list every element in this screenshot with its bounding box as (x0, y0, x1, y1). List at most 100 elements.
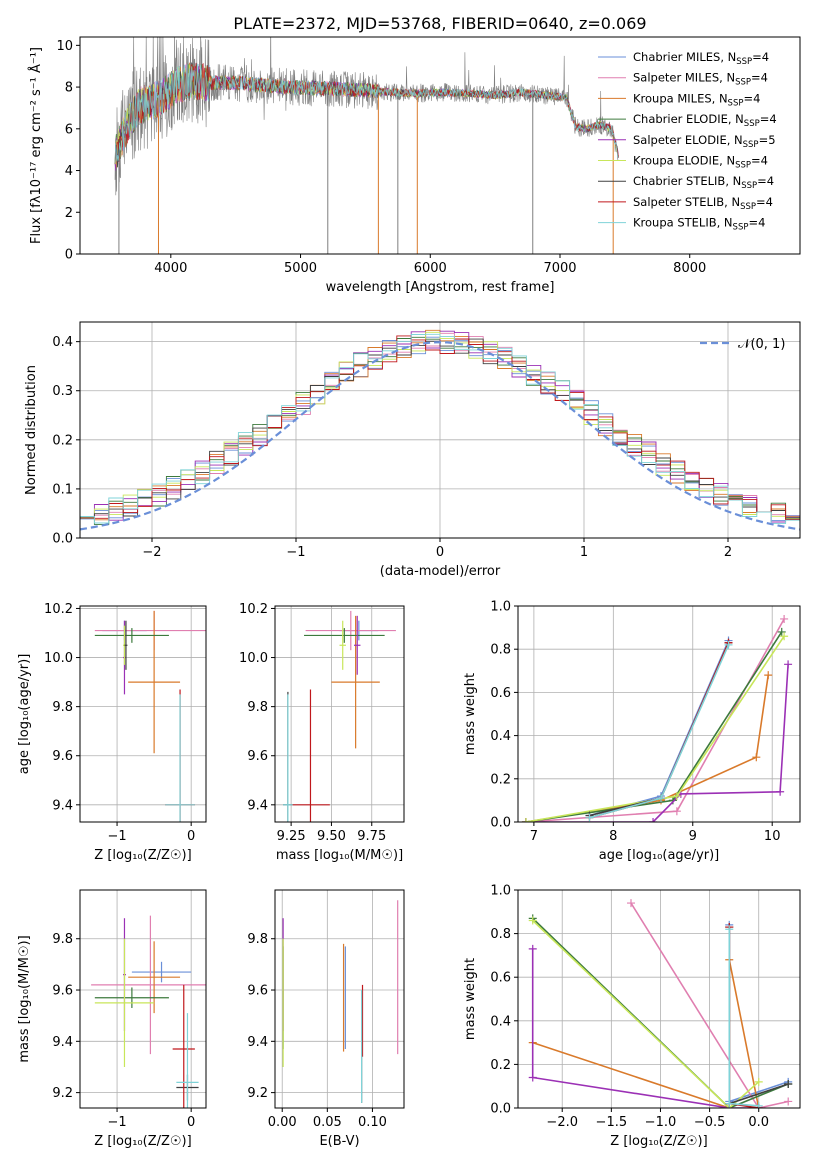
y-tick-label: 0.4 (52, 335, 73, 350)
weight-marker (754, 1077, 763, 1086)
y-tick-label: 0 (65, 248, 73, 263)
weight-marker (672, 792, 681, 801)
x-tick-label: −2 (142, 545, 161, 560)
x-tick-label: 0 (187, 829, 195, 844)
legend-entry: Kroupa MILES, NSSP=4 (633, 91, 760, 108)
mass_vs_ebv-panel: 0.00 0.05 0.10 9.2 9.4 9.6 9.8 E(B-V) (247, 889, 405, 1149)
residuals-marks (80, 329, 800, 531)
y-axis-label: mass weight (463, 673, 478, 755)
figure-title: PLATE=2372, MJD=53768, FIBERID=0640, z=0… (233, 14, 646, 33)
residual-histogram-chabrier-stelib (80, 338, 800, 520)
weight-marker (668, 796, 677, 805)
y-tick-label: 10.0 (239, 651, 268, 666)
weight_vs_Z-frame (517, 889, 801, 1109)
y-tick-label: 0.8 (490, 643, 511, 658)
y-tick-label: 9.2 (52, 1086, 73, 1101)
weight-marker (780, 632, 789, 641)
y-tick-label: 0.6 (490, 686, 511, 701)
errorbar-kroupa-stelib (176, 1013, 199, 1108)
mass_vs_ebv-marks (282, 900, 399, 1103)
y-tick-label: 10.2 (239, 602, 268, 617)
x-axis-label: mass [log₁₀(M/M☉)] (276, 848, 403, 863)
errorbar-salpeter-stelib (291, 689, 330, 822)
weight-line (630, 902, 789, 1108)
x-tick-label: 7000 (543, 261, 576, 276)
y-tick-label: 0.0 (490, 1102, 511, 1117)
weight-marker (784, 1080, 793, 1089)
weight-series-salpeter-miles (521, 614, 789, 822)
y-tick-label: 8 (65, 81, 73, 96)
errorbar-chabrier-elodie (304, 628, 385, 643)
y-tick-label: 0.2 (490, 1058, 511, 1073)
y-tick-label: 0.3 (52, 384, 73, 399)
x-tick-label: 8 (609, 829, 617, 844)
residual-histogram-salpeter-stelib (80, 335, 800, 521)
weight-marker (725, 925, 734, 934)
weight-line (532, 959, 760, 1108)
x-tick-label: 0.10 (358, 1115, 387, 1130)
weight-line (728, 927, 759, 1108)
y-tick-label: 9.6 (52, 749, 73, 764)
weight_vs_Z-panel: −2.0 −1.5 −1.0 −0.5 0.0 0.0 0.2 0.4 0.6 0.8 1.0 Z [… (463, 884, 801, 1149)
legend-entry: Kroupa ELODIE, NSSP=4 (633, 154, 768, 171)
weight-line (589, 642, 730, 819)
weight-marker (784, 660, 793, 669)
y-tick-label: 9.4 (247, 798, 268, 813)
weight-series-salpeter-stelib (585, 638, 733, 822)
y-tick-label: 1.0 (490, 600, 511, 615)
weight-marker (752, 753, 761, 762)
x-tick-label: 9 (689, 829, 697, 844)
errorbar-salpeter-stelib (172, 984, 195, 1108)
x-tick-label: 0.00 (268, 1115, 297, 1130)
errorbar-salpeter-elodie (354, 615, 361, 675)
x-axis-label: Z [log₁₀(Z/Z☉)] (610, 1134, 707, 1149)
legend-entry: Chabrier MILES, NSSP=4 (633, 50, 769, 67)
y-axis-label: Normed distribution (24, 365, 39, 495)
x-tick-label: 5000 (284, 261, 317, 276)
x-tick-label: 6000 (414, 261, 447, 276)
residual-histogram-kroupa-stelib (80, 333, 800, 525)
weight-series-kroupa-stelib (585, 640, 733, 822)
errorbar-chabrier-elodie (94, 628, 169, 643)
weight-marker (724, 640, 733, 649)
y-tick-label: 2 (65, 206, 73, 221)
legend-entry: Kroupa STELIB, NSSP=4 (633, 216, 765, 233)
spectrum-panel: 4000 5000 6000 7000 8000 0 2 4 6 8 10 wavelength [A… (28, 36, 801, 295)
x-tick-label: 7 (530, 829, 538, 844)
weight-line (532, 917, 789, 1108)
residual-histogram-salpeter-elodie (80, 330, 800, 523)
weight-series-kroupa-miles (528, 955, 763, 1108)
x-tick-label: −1.0 (645, 1115, 677, 1130)
age_vs_mass-panel: 9.25 9.50 9.75 9.4 9.6 9.8 10.0 10.2 mass [log₁₀… (239, 602, 405, 863)
spectrum-legend: Chabrier MILES, NSSP=4 Salpeter MILES, NS… (598, 50, 777, 233)
x-tick-label: 0 (436, 545, 444, 560)
y-axis-label: mass [log₁₀(M/M☉)] (17, 935, 32, 1062)
x-tick-label: 1 (580, 545, 588, 560)
y-tick-label: 9.4 (52, 1035, 73, 1050)
y-tick-label: 0.0 (52, 532, 73, 547)
weight_vs_Z-marks (528, 899, 793, 1108)
weight-line (525, 635, 785, 822)
y-tick-label: 4 (65, 164, 73, 179)
x-tick-label: −1 (286, 545, 305, 560)
y-tick-label: 6 (65, 122, 73, 137)
weight-line (531, 948, 759, 1108)
y-tick-label: 0.6 (490, 971, 511, 986)
weight-marker (528, 1073, 537, 1082)
y-tick-label: 9.6 (247, 984, 268, 999)
x-tick-label: 0.05 (313, 1115, 342, 1130)
weight-marker (521, 818, 530, 822)
weight-marker (649, 818, 658, 822)
x-tick-label: 8000 (673, 261, 706, 276)
legend-entry: Chabrier STELIB, NSSP=4 (633, 174, 774, 191)
weight-line (589, 644, 730, 819)
weight_vs_age-frame (517, 605, 801, 823)
mass_vs_Z-frame (79, 889, 207, 1109)
weight-line (525, 631, 783, 822)
y-tick-label: 9.8 (247, 700, 268, 715)
normal-distribution-curve (80, 341, 800, 531)
weight-marker (585, 813, 594, 822)
residuals-legend: 𝒩(0, 1) (700, 337, 785, 352)
weight-line (728, 929, 759, 1107)
y-tick-label: 9.8 (52, 932, 73, 947)
